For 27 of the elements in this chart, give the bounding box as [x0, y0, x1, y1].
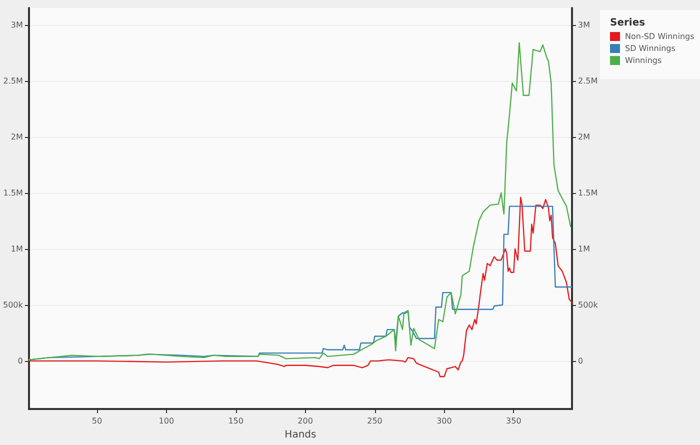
y2-tick-label: 2M	[578, 132, 590, 142]
y2-tick-label: 0	[578, 356, 584, 366]
y-tick-label: 2M	[10, 132, 23, 142]
y2-tick-label: 1M	[578, 244, 590, 254]
x-tick-label: 300	[436, 416, 452, 426]
x-tick-label: 200	[298, 416, 313, 426]
x-tick-label: 100	[158, 416, 174, 426]
x-tick-label: 250	[367, 416, 382, 426]
line-series	[28, 42, 572, 360]
y2-tick-label: 1.5M	[578, 188, 598, 198]
y-tick-label: 2.5M	[3, 76, 23, 86]
legend-label: Winnings	[625, 56, 662, 65]
y2-tick-label: 2.5M	[578, 76, 598, 86]
x-tick-label: 50	[92, 416, 102, 426]
legend-title: Series	[610, 18, 646, 28]
y-tick-label: 1.5M	[3, 188, 23, 198]
x-tick-label: 350	[506, 416, 522, 426]
y-tick-label: 3M	[10, 20, 23, 30]
x-tick-label: 150	[228, 416, 244, 426]
y-tick-label: 500k	[2, 300, 24, 310]
x-axis-title: Hands	[284, 430, 316, 440]
legend-label: Non-SD Winnings	[625, 32, 694, 41]
y2-tick-label: 3M	[578, 20, 590, 30]
y-tick-label: 0	[18, 356, 23, 366]
y-tick-label: 1M	[10, 244, 23, 254]
y2-tick-label: 500k	[578, 300, 598, 310]
legend-label: SD Winnings	[625, 44, 676, 53]
